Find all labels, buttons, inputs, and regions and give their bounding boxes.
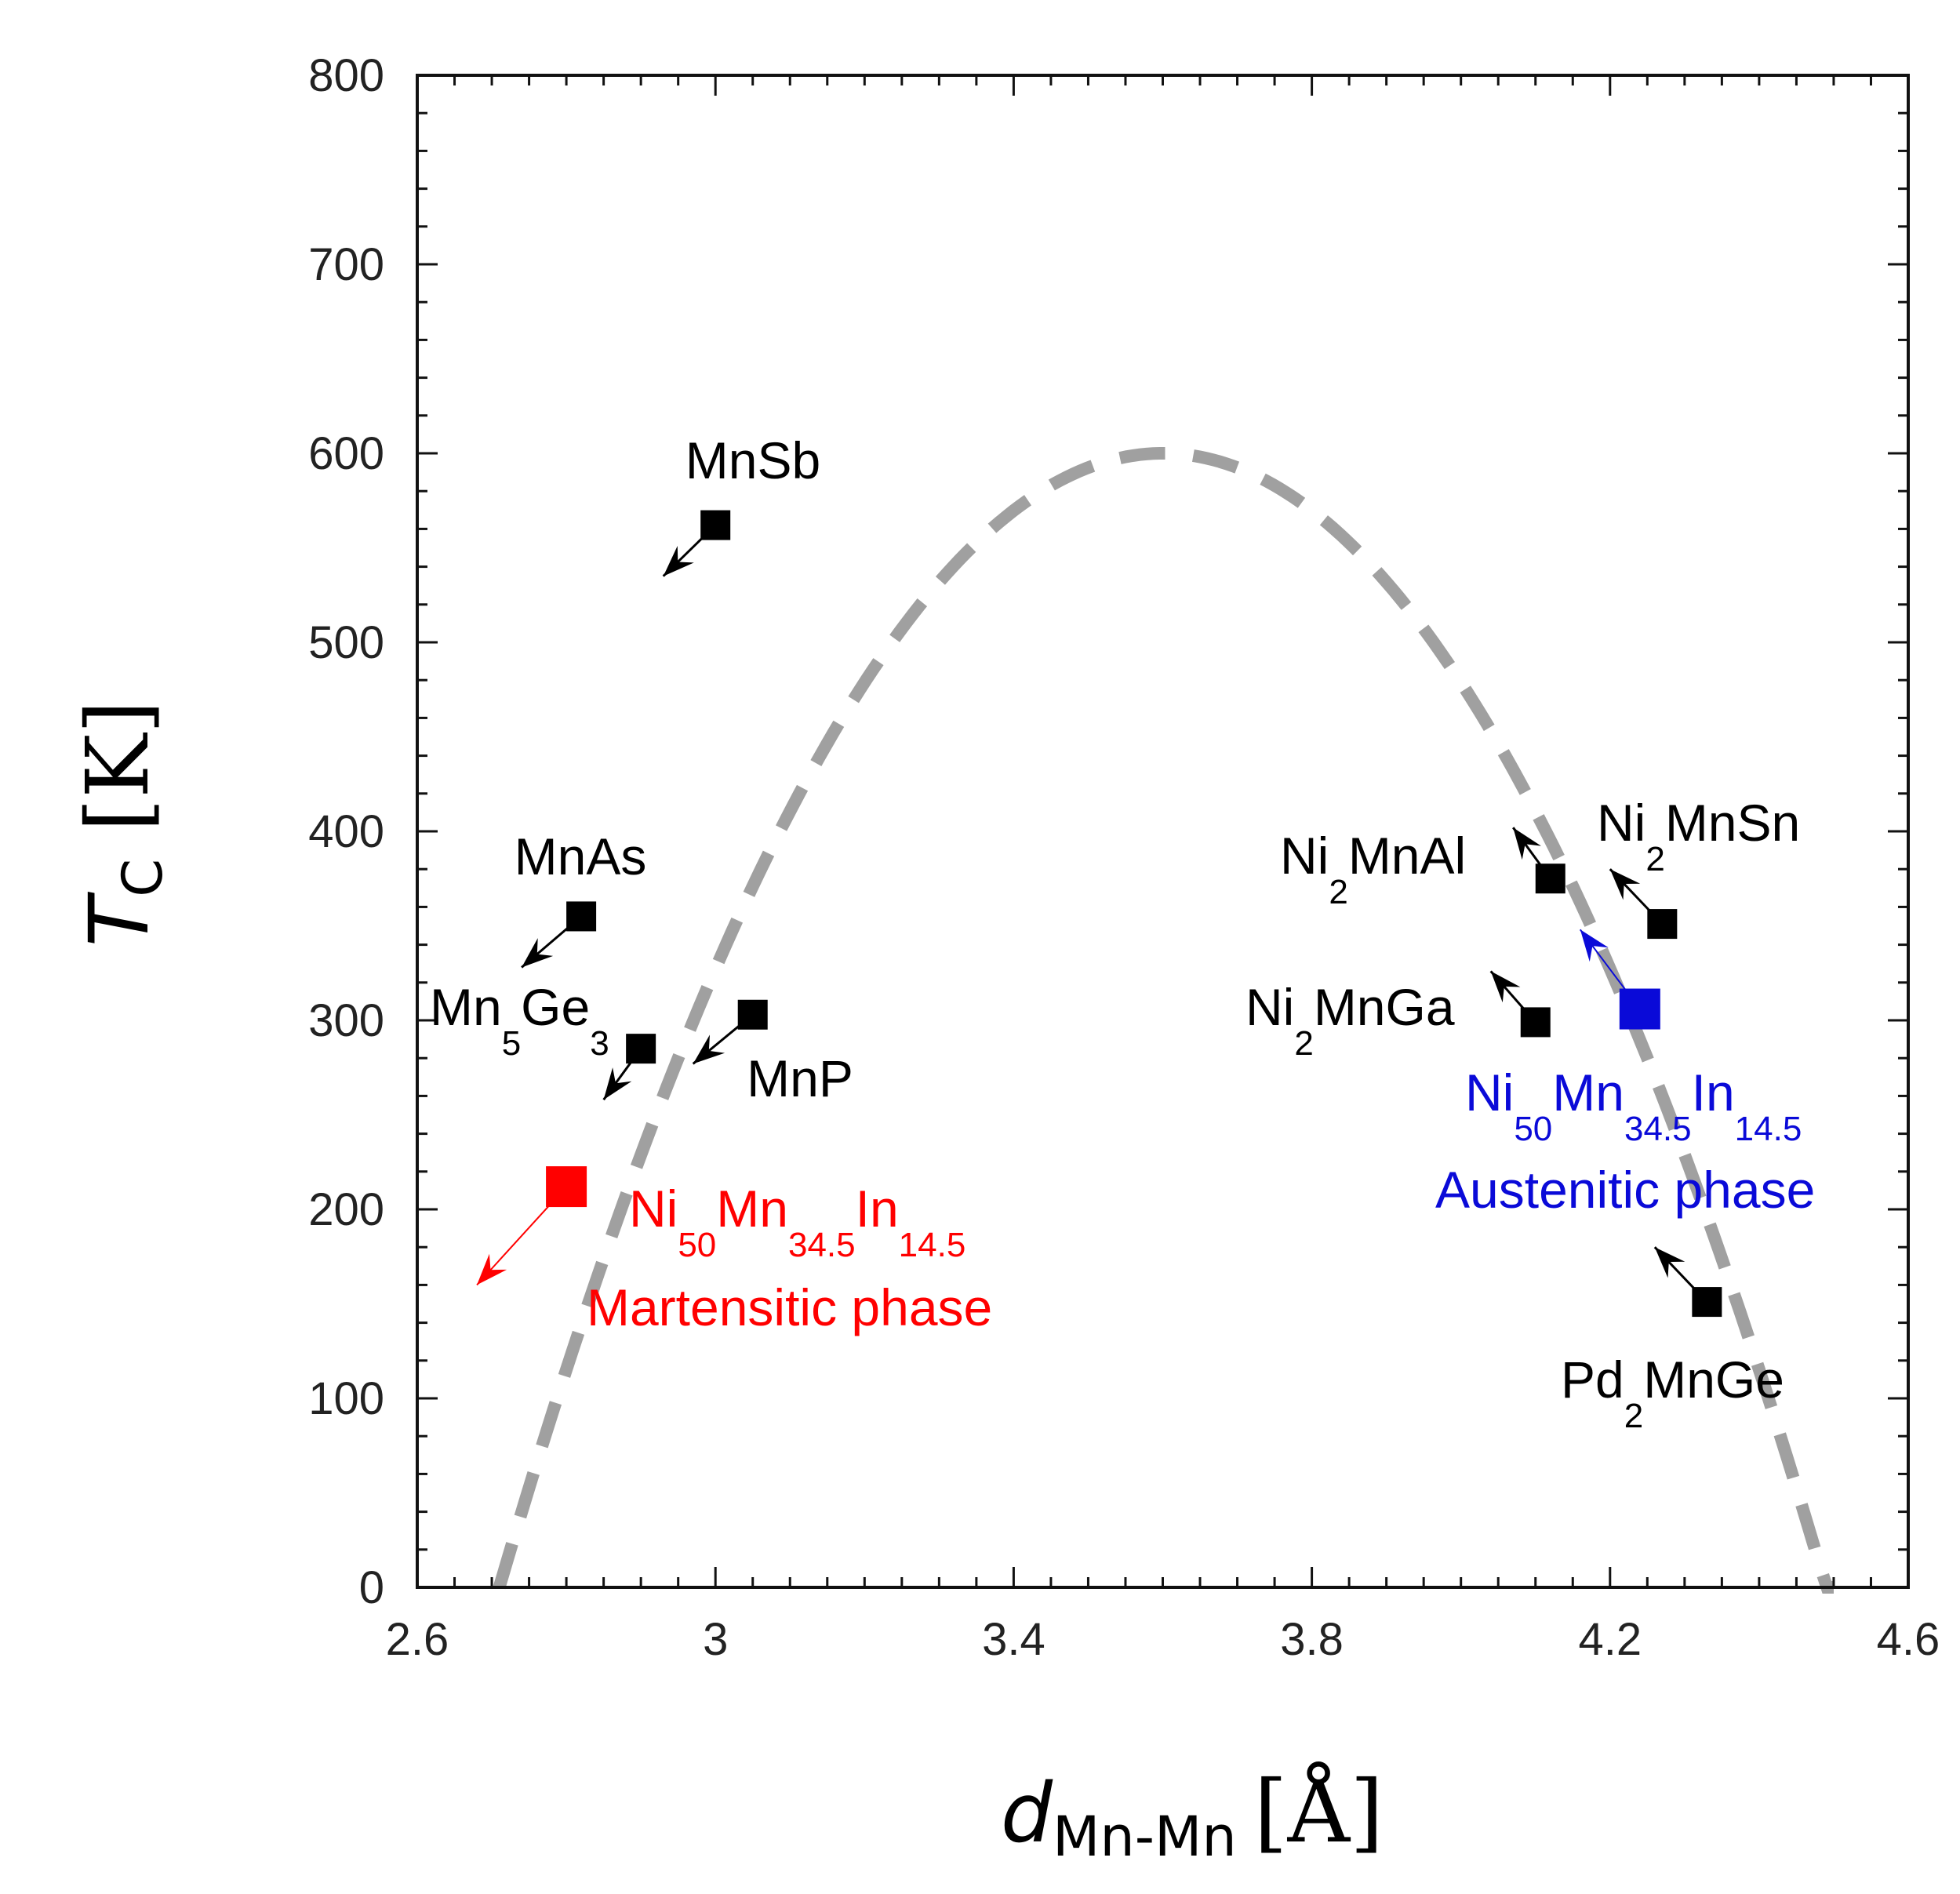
annotation-ni2mnal: Ni2MnAl: [1280, 827, 1466, 911]
annotation-ni2mnsn: Ni2MnSn: [1597, 794, 1800, 878]
pd2mnge-arrowhead: [1654, 1247, 1685, 1278]
annotation-ni2mnga: Ni2MnGa: [1245, 978, 1455, 1063]
y-tick-label: 0: [359, 1562, 384, 1613]
annotation-mnp: MnP: [747, 1049, 853, 1107]
y-axis-title: TC[K]: [67, 700, 175, 947]
x-tick-label: 3: [703, 1614, 728, 1665]
mnp-arrowhead: [693, 1034, 725, 1064]
data-point-mn5ge3: [626, 1034, 656, 1064]
x-tick-label: 4.2: [1578, 1614, 1642, 1665]
y-tick-label: 300: [308, 995, 384, 1046]
ni2mnal-arrowhead: [1513, 827, 1541, 860]
x-tick-label: 2.6: [386, 1614, 449, 1665]
data-point-mnsb: [700, 510, 731, 540]
y-tick-label: 400: [308, 806, 384, 857]
x-tick-label: 3.4: [982, 1614, 1045, 1665]
data-point-ni2mnga: [1520, 1007, 1551, 1038]
data-point-mnp: [737, 999, 768, 1030]
ni2mnsn-arrowhead: [1609, 869, 1641, 900]
data-point-ni2mnal: [1535, 863, 1565, 894]
data-point-ni2mnsn: [1647, 909, 1678, 940]
y-tick-label: 200: [308, 1184, 384, 1235]
ni50mn34-5in14-5-martensitic-phase-arrowhead: [477, 1253, 507, 1285]
annotation-mart-phase: Martensitic phase: [587, 1278, 992, 1336]
annotation-mnas: MnAs: [515, 827, 647, 885]
x-tick-label: 3.8: [1280, 1614, 1344, 1665]
mnas-arrowhead: [522, 938, 554, 968]
data-point-ni50mn34-5in14-5-martensitic-phase: [546, 1166, 587, 1208]
y-tick-label: 100: [308, 1373, 384, 1424]
ni2mnga-arrowhead: [1490, 971, 1521, 1003]
x-tick-label: 4.6: [1877, 1614, 1940, 1665]
annotation-aus-phase: Austenitic phase: [1435, 1161, 1815, 1219]
y-tick-label: 600: [308, 428, 384, 479]
y-tick-label: 700: [308, 239, 384, 290]
y-tick-label: 800: [308, 50, 384, 101]
data-point-pd2mnge: [1692, 1287, 1722, 1318]
y-tick-label: 500: [308, 617, 384, 668]
annotation-ni-aus: Ni50Mn34.5In14.5: [1465, 1063, 1802, 1148]
annotation-ni-mart: Ni50Mn34.5In14.5: [629, 1180, 965, 1264]
x-axis-title: dMn-Mn [Å]: [1001, 1761, 1384, 1869]
ni50mn34-5in14-5-austenitic-phase-arrowhead: [1580, 929, 1609, 962]
mn5ge3-arrowhead: [603, 1067, 632, 1100]
annotation-mnsb: MnSb: [685, 431, 820, 489]
mnsb-arrowhead: [663, 546, 694, 576]
data-point-mnas: [566, 901, 597, 932]
annotation-mn5ge3: Mn5Ge3: [430, 978, 609, 1063]
annotation-pd2mnge: Pd2MnGe: [1561, 1351, 1784, 1435]
data-point-ni50mn34-5in14-5-austenitic-phase: [1619, 988, 1660, 1030]
